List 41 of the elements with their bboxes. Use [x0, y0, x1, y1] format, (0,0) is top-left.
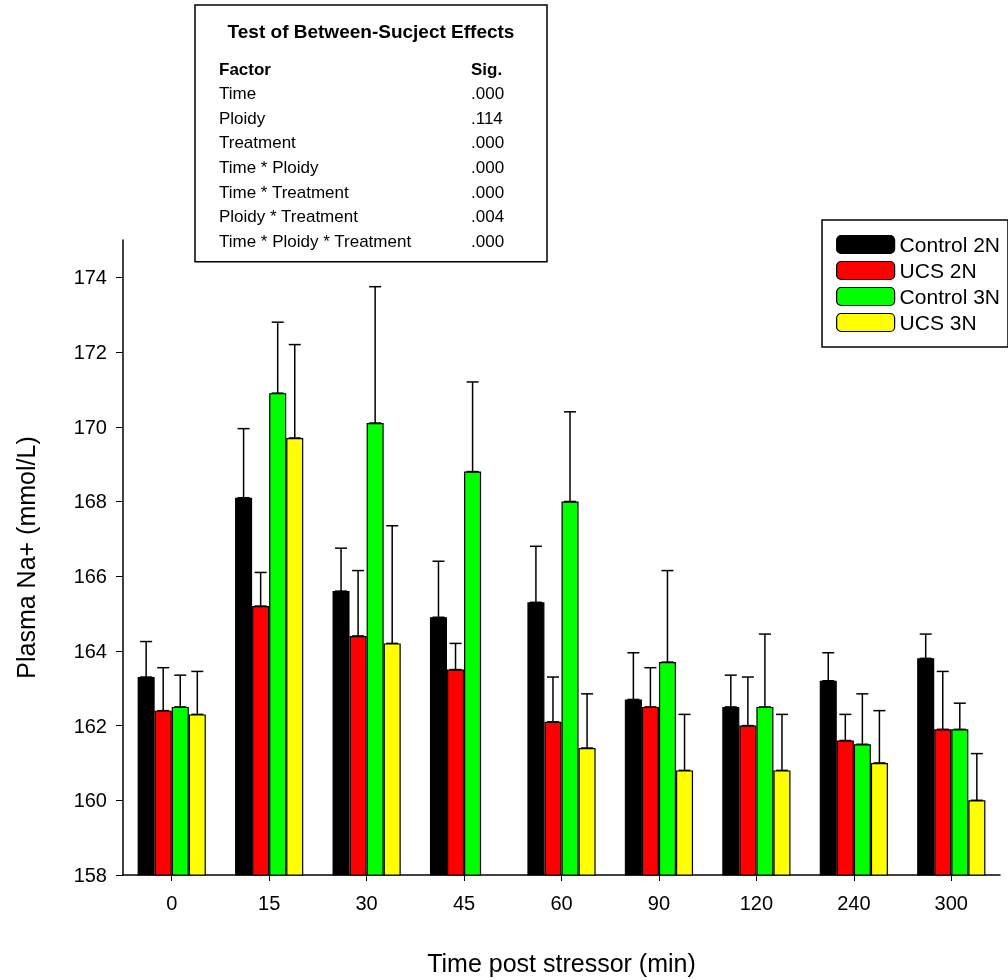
x-tick-label: 45	[452, 892, 476, 914]
y-tick-label: 160	[73, 789, 107, 812]
y-tick-label: 170	[73, 415, 107, 438]
text: .000	[471, 182, 505, 202]
y-tick-label: 174	[73, 266, 107, 289]
legend-label: UCS 3N	[899, 311, 977, 334]
text: Time * Ploidy	[219, 157, 320, 177]
text: Ploidy * Treatment	[219, 207, 359, 227]
x-tick-label: 90	[647, 892, 671, 914]
y-axis-title: Plasma Na+ (mmol/L)	[11, 436, 40, 679]
y-tick-label: 172	[73, 341, 107, 364]
x-tick-label: 60	[550, 892, 573, 914]
legend-label: Control 2N	[899, 233, 1001, 256]
text: Time * Treatment	[219, 182, 350, 202]
legend-label: UCS 2N	[899, 259, 977, 282]
x-tick-label: 120	[739, 892, 774, 914]
y-tick-label: 162	[73, 714, 107, 737]
x-tick-label: 30	[355, 892, 378, 914]
text: Sig.	[471, 59, 503, 79]
text: Ploidy	[219, 108, 266, 128]
text: .000	[471, 157, 505, 177]
y-tick-label: 168	[73, 490, 107, 513]
x-tick-label: 300	[934, 892, 968, 914]
text: Test of Between-Sucject Effects	[227, 20, 515, 42]
x-tick-label: 0	[166, 892, 178, 914]
x-tick-label: 240	[837, 892, 871, 914]
annotation: Time * Ploidy * Treatment	[219, 231, 412, 251]
y-tick-label: 166	[73, 565, 107, 588]
y-tick-label: 158	[73, 864, 107, 886]
text: .004	[471, 207, 505, 227]
text: Factor	[219, 59, 272, 79]
text: Time	[219, 84, 257, 104]
text: .114	[471, 108, 503, 128]
text: .000	[471, 84, 505, 104]
x-tick-label: 15	[258, 892, 281, 914]
text: .000	[471, 133, 505, 153]
text: Treatment	[219, 133, 297, 153]
y-tick-label: 164	[73, 639, 107, 662]
x-axis-title: Time post stressor (min)	[427, 948, 696, 977]
legend-label: Control 3N	[899, 285, 1001, 308]
annotation: .000	[471, 231, 505, 251]
